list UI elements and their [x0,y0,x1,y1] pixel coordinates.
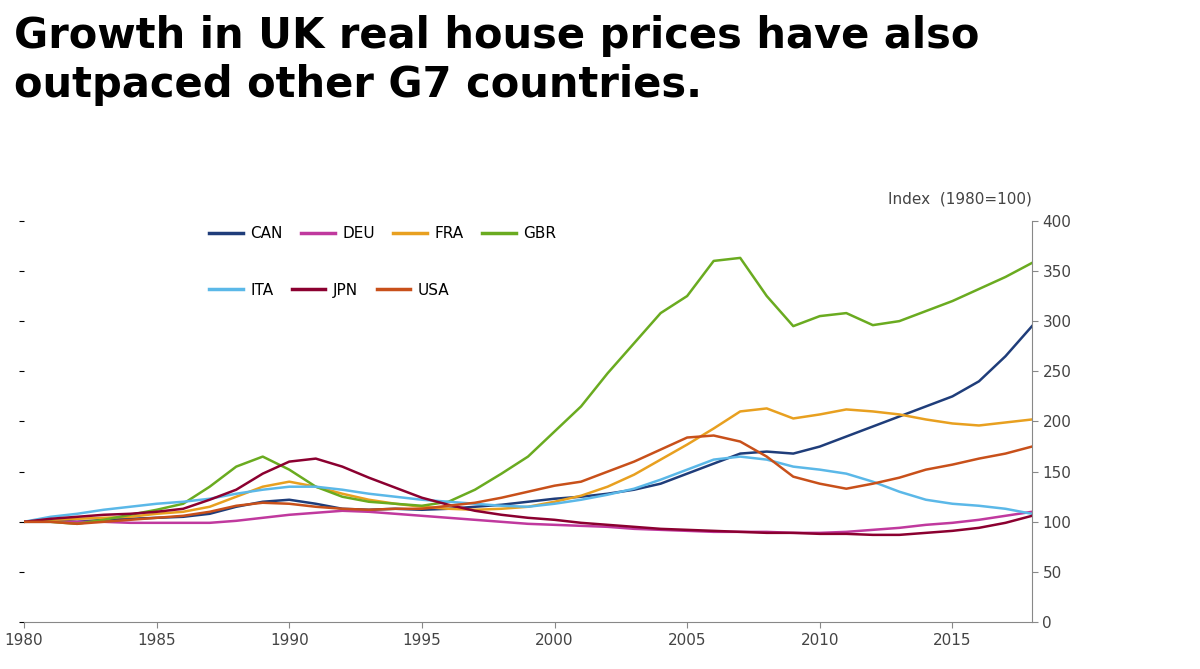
Text: Growth in UK real house prices have also
outpaced other G7 countries.: Growth in UK real house prices have also… [14,15,979,106]
Legend: ITA, JPN, USA: ITA, JPN, USA [203,276,456,304]
Text: Index  (1980=100): Index (1980=100) [888,192,1032,207]
